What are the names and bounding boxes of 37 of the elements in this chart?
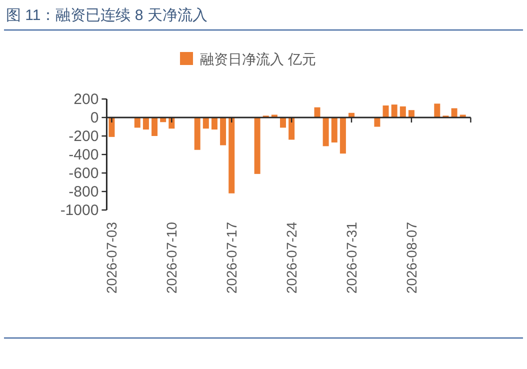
y-tick-label: -200 bbox=[68, 128, 99, 145]
bar bbox=[434, 104, 440, 118]
bar bbox=[220, 118, 226, 146]
y-tick-label: 0 bbox=[90, 110, 99, 126]
bar bbox=[340, 118, 346, 154]
bar bbox=[194, 118, 200, 150]
bar bbox=[211, 118, 218, 130]
x-tick-label: 2026-07-10 bbox=[164, 222, 180, 294]
bar bbox=[271, 114, 278, 118]
bar bbox=[108, 118, 115, 137]
x-tick-label: 2026-07-03 bbox=[104, 222, 120, 294]
x-tick-label: 2026-07-31 bbox=[344, 222, 360, 294]
bar bbox=[408, 110, 414, 118]
bar bbox=[322, 118, 329, 146]
x-tick-label: 2026-07-24 bbox=[284, 222, 300, 294]
bar bbox=[152, 118, 158, 136]
y-tick-label: 200 bbox=[74, 91, 99, 108]
y-tick-label: -400 bbox=[68, 146, 99, 164]
bar bbox=[382, 105, 389, 118]
bar bbox=[331, 118, 338, 142]
bar bbox=[391, 104, 398, 118]
bar bbox=[288, 118, 295, 140]
bar bbox=[254, 118, 260, 174]
bar bbox=[202, 118, 209, 129]
bar bbox=[460, 114, 466, 118]
y-tick-label: -800 bbox=[68, 184, 99, 200]
legend: 融资日净流入 亿元 bbox=[180, 51, 316, 67]
y-tick-label: -1000 bbox=[60, 202, 99, 219]
title: 图 11：融资已连续 8 天净流入 bbox=[6, 7, 208, 24]
bar bbox=[142, 118, 149, 130]
x-tick-label: 2026-08-07 bbox=[403, 222, 420, 294]
bar bbox=[400, 106, 406, 118]
x-tick-label: 2026-07-17 bbox=[224, 222, 240, 294]
y-tick-label: -600 bbox=[68, 165, 99, 182]
bar bbox=[228, 118, 235, 194]
bar bbox=[374, 118, 380, 127]
bar bbox=[451, 108, 458, 118]
